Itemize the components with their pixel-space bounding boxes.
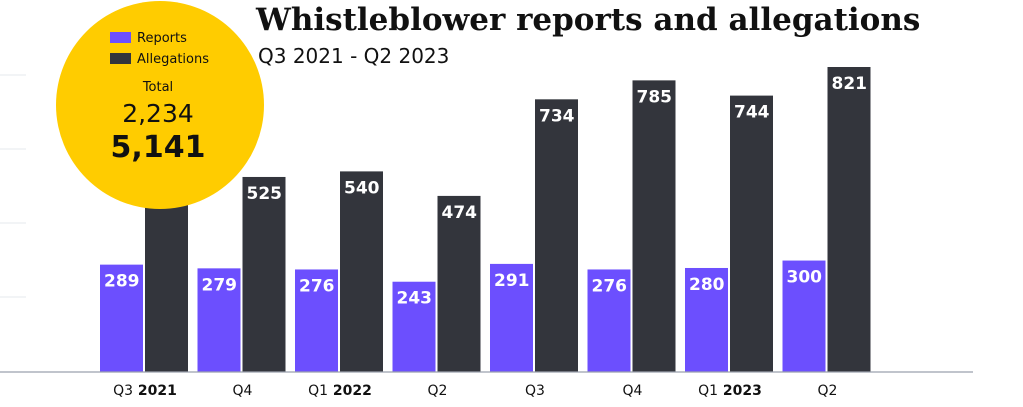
bar-allegations-6 — [730, 95, 773, 373]
bar-allegations-4 — [535, 99, 578, 372]
x-tick-quarter-7: Q2 — [818, 383, 838, 399]
x-tick-4: Q3 — [525, 383, 545, 399]
bars-group — [100, 67, 871, 373]
label-allegations-6: 744 — [734, 103, 770, 123]
bar-reports-0 — [100, 264, 143, 372]
bar-reports-3 — [392, 281, 436, 372]
bar-labels-group: 2895182795252765402434742917342767852807… — [104, 74, 867, 309]
chart-title: Whistleblower reports and allegations — [255, 2, 920, 38]
bar-reports-4 — [490, 263, 533, 372]
left-edge-ticks — [0, 74, 26, 298]
x-tick-6: Q1 2023 — [698, 383, 762, 399]
chart-subtitle: Q3 2021 - Q2 2023 — [258, 44, 449, 68]
bar-allegations-0 — [145, 179, 188, 372]
x-tick-quarter-3: Q2 — [428, 383, 448, 399]
x-tick-labels: Q3 2021 Q4 Q1 2022 Q2 Q3 Q4 Q1 2023 Q2 — [113, 383, 837, 399]
x-tick-3: Q2 — [428, 383, 448, 399]
x-tick-2: Q1 2022 — [308, 383, 372, 399]
x-tick-quarter-4: Q3 — [525, 383, 545, 399]
x-tick-quarter-1: Q4 — [233, 383, 253, 399]
x-tick-quarter-0: Q3 — [113, 383, 133, 399]
total-label: Total — [142, 80, 173, 95]
bar-allegations-1 — [242, 176, 286, 372]
label-reports-0: 289 — [104, 272, 140, 292]
legend-allegations-label: Allegations — [137, 52, 209, 67]
label-allegations-2: 540 — [344, 178, 380, 198]
label-reports-3: 243 — [397, 289, 433, 309]
x-tick-0: Q3 2021 — [113, 383, 177, 399]
x-tick-1: Q4 — [233, 383, 253, 399]
label-reports-1: 279 — [202, 275, 238, 295]
legend-reports-label: Reports — [137, 31, 187, 46]
bar-reports-2 — [295, 269, 338, 372]
legend-total-circle: Reports Allegations Total 2,234 5,141 — [56, 1, 264, 209]
label-reports-5: 276 — [592, 276, 628, 296]
x-tick-year-2: 2022 — [328, 383, 372, 399]
legend-circle-shape — [56, 1, 264, 209]
x-tick-7: Q2 — [818, 383, 838, 399]
x-tick-5: Q4 — [623, 383, 643, 399]
x-tick-year-0: 2021 — [133, 383, 177, 399]
label-allegations-7: 821 — [832, 74, 868, 94]
label-allegations-4: 734 — [539, 106, 575, 126]
x-tick-quarter-5: Q4 — [623, 383, 643, 399]
label-allegations-3: 474 — [442, 203, 478, 223]
total-allegations-value: 5,141 — [111, 130, 206, 165]
bar-reports-1 — [197, 268, 241, 372]
legend-swatch-reports — [110, 32, 131, 43]
x-tick-quarter-2: Q1 — [308, 383, 328, 399]
label-reports-2: 276 — [299, 276, 335, 296]
bar-allegations-7 — [827, 67, 871, 372]
label-allegations-1: 525 — [247, 184, 283, 204]
x-tick-year-6: 2023 — [718, 383, 762, 399]
label-reports-4: 291 — [494, 271, 530, 291]
bar-reports-7 — [782, 260, 826, 372]
bar-allegations-5 — [632, 80, 676, 372]
bar-allegations-2 — [340, 171, 383, 372]
bar-reports-6 — [685, 267, 728, 372]
legend-swatch-allegations — [110, 53, 131, 64]
bar-allegations-3 — [437, 195, 481, 372]
x-tick-quarter-6: Q1 — [698, 383, 718, 399]
label-allegations-5: 785 — [637, 87, 673, 107]
label-reports-6: 280 — [689, 275, 725, 295]
bar-reports-5 — [587, 269, 631, 372]
total-reports-value: 2,234 — [122, 99, 194, 128]
label-reports-7: 300 — [787, 268, 823, 288]
